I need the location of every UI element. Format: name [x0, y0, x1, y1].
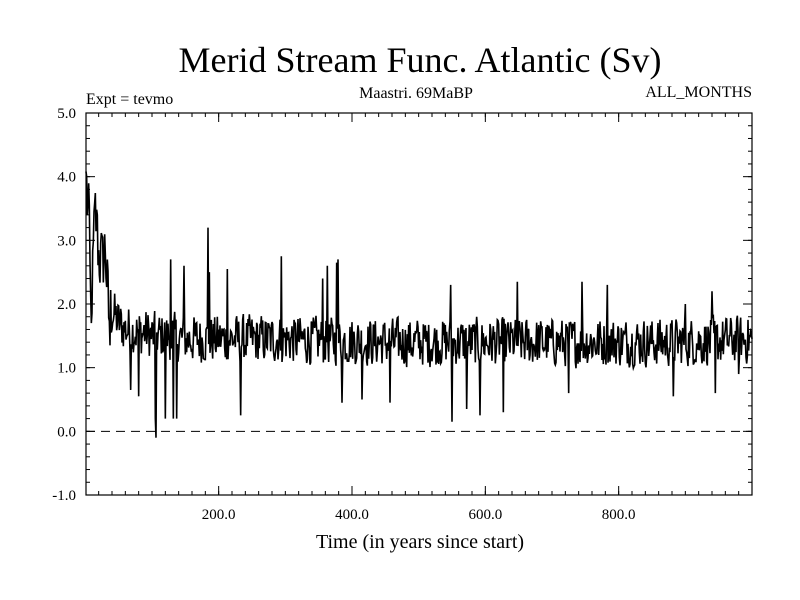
y-tick-label: 1.0: [57, 361, 76, 377]
y-tick-label: -1.0: [52, 488, 76, 504]
subtitle-experiment: Expt = tevmo: [86, 91, 173, 108]
y-tick-label: 5.0: [57, 106, 76, 122]
subtitle-months: ALL_MONTHS: [645, 84, 752, 101]
x-axis: 200.0 400.0 600.0 800.0: [98, 113, 740, 523]
x-axis-label: Time (in years since start): [316, 531, 524, 553]
subtitle-period: Maastri. 69MaBP: [359, 85, 473, 102]
y-axis: -1.0 0.0 1.0 2.0 3.0 4.0 5.0: [52, 106, 752, 504]
series-line-atlantic-moc: [85, 171, 753, 438]
y-tick-label: 4.0: [57, 170, 76, 186]
x-tick-label: 800.0: [602, 507, 636, 523]
plot-frame: [85, 112, 753, 496]
chart-title: Merid Stream Func. Atlantic (Sv): [179, 40, 662, 80]
y-tick-label: 0.0: [57, 424, 76, 440]
y-tick-label: 2.0: [57, 297, 76, 313]
x-tick-label: 400.0: [335, 507, 369, 523]
x-tick-label: 200.0: [202, 507, 236, 523]
x-tick-label: 600.0: [468, 507, 502, 523]
y-tick-label: 3.0: [57, 233, 76, 249]
